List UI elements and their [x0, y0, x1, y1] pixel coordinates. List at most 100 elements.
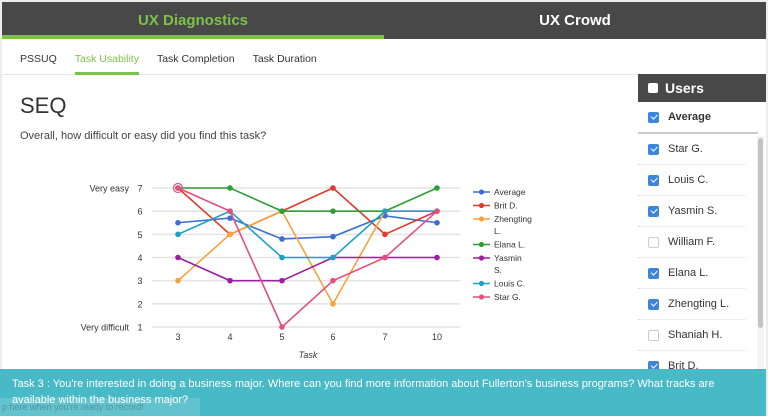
data-point[interactable]	[227, 208, 233, 214]
seq-line-chart: 1 Very difficult 2 3 4 5 6 7 Very easy 3 4 5 6 7 10 Tas…	[2, 172, 632, 377]
data-point[interactable]	[382, 208, 388, 214]
data-point[interactable]	[227, 215, 233, 221]
legend-label: L.	[494, 226, 501, 236]
x-tick-label: 3	[175, 332, 180, 342]
user-label: Elana L.	[668, 267, 709, 279]
data-point[interactable]	[434, 208, 440, 214]
y-tick-label: 5	[137, 230, 142, 240]
legend-label: Yasmin	[494, 253, 522, 263]
data-point[interactable]	[279, 277, 285, 284]
data-point[interactable]	[227, 277, 233, 284]
x-tick-label: 10	[432, 332, 442, 342]
users-header[interactable]: Users	[638, 74, 766, 102]
y-tick-label: 7	[137, 184, 142, 194]
data-point[interactable]	[330, 277, 336, 284]
data-point[interactable]	[330, 185, 336, 191]
data-point[interactable]	[434, 185, 440, 191]
data-point[interactable]	[279, 324, 285, 330]
users-header-label: Users	[665, 80, 704, 96]
legend-item[interactable]: Brit D.	[473, 201, 518, 211]
legend-label: Star G.	[494, 292, 521, 302]
task-banner: Task 3 : You're interested in doing a bu…	[0, 369, 766, 416]
user-item-william-f[interactable]: William F.	[638, 227, 746, 258]
series-line	[177, 187, 438, 236]
series-line	[178, 187, 438, 212]
user-label: Average	[668, 111, 712, 123]
data-point[interactable]	[175, 231, 181, 238]
data-point[interactable]	[434, 254, 440, 261]
data-point[interactable]	[330, 301, 336, 307]
legend-label: Zhengting	[494, 214, 532, 224]
subtab-pssuq[interactable]: PSSUQ	[20, 52, 57, 65]
user-checkbox[interactable]	[648, 267, 659, 279]
data-point[interactable]	[175, 219, 181, 226]
user-checkbox[interactable]	[648, 236, 659, 248]
tab-ux-crowd[interactable]: UX Crowd	[539, 12, 611, 29]
data-point[interactable]	[175, 185, 181, 191]
top-nav: UX Diagnostics UX Crowd	[2, 2, 766, 39]
subtab-task-usability[interactable]: Task Usability	[74, 39, 140, 75]
legend-label: S.	[494, 265, 502, 275]
user-label: Star G.	[668, 143, 703, 155]
user-checkbox[interactable]	[648, 174, 659, 186]
x-tick-label: 6	[330, 332, 335, 342]
user-item-yasmin-s[interactable]: Yasmin S.	[638, 196, 746, 227]
user-checkbox[interactable]	[648, 360, 659, 372]
user-checkbox[interactable]	[648, 329, 659, 341]
user-list-scroll-thumb[interactable]	[758, 138, 763, 328]
subtab-task-completion[interactable]: Task Completion	[156, 52, 235, 65]
user-label: Yasmin S.	[668, 205, 718, 217]
data-point[interactable]	[279, 208, 285, 214]
data-point[interactable]	[227, 185, 233, 191]
data-point[interactable]	[382, 254, 388, 261]
chart-canvas: 1 Very difficult 2 3 4 5 6 7 Very easy 3 4 5 6 7 10 Tas…	[81, 182, 532, 360]
user-item-louis-c[interactable]: Louis C.	[638, 165, 746, 196]
series-line	[177, 214, 438, 240]
legend-item[interactable]: Star G.	[473, 292, 521, 302]
tab-ux-diagnostics[interactable]: UX Diagnostics	[2, 2, 384, 39]
select-all-checkbox[interactable]	[648, 83, 658, 93]
y-tick-label: 1	[137, 323, 142, 333]
data-point[interactable]	[175, 254, 181, 261]
legend-label: Brit D.	[494, 201, 518, 211]
series-line	[177, 187, 438, 329]
sub-nav: PSSUQ Task Usability Task Completion Tas…	[2, 39, 766, 75]
data-point[interactable]	[279, 254, 285, 261]
y-tick-label: 6	[137, 207, 142, 217]
user-label: Shaniah H.	[668, 329, 723, 341]
data-point[interactable]	[279, 236, 285, 242]
x-tick-label: 5	[279, 332, 284, 342]
user-checkbox[interactable]	[648, 298, 659, 310]
y-tick-label: 4	[137, 253, 142, 263]
data-point[interactable]	[227, 231, 233, 238]
highlighted-point-ring	[172, 182, 184, 194]
legend-label: Average	[494, 187, 526, 197]
legend-item[interactable]: Zhengting L.	[473, 214, 532, 236]
legend-item[interactable]: Louis C.	[473, 279, 525, 289]
data-point[interactable]	[434, 219, 440, 226]
user-item-average[interactable]: Average	[638, 102, 758, 134]
data-point[interactable]	[175, 277, 181, 284]
user-checkbox[interactable]	[648, 205, 659, 217]
data-point[interactable]	[382, 231, 388, 238]
legend-item[interactable]: Elana L.	[473, 240, 525, 250]
data-point[interactable]	[330, 208, 336, 214]
user-item-zhengting-l[interactable]: Zhengting L.	[638, 289, 746, 320]
user-item-shaniah-h[interactable]: Shaniah H.	[638, 320, 746, 351]
legend-item[interactable]: Yasmin S.	[473, 253, 522, 275]
record-hint[interactable]: p here when you're ready to record!	[0, 398, 200, 416]
series-line	[177, 210, 437, 259]
subtab-task-duration[interactable]: Task Duration	[252, 52, 317, 65]
user-label: William F.	[668, 236, 716, 248]
legend-label: Elana L.	[494, 240, 525, 250]
data-point[interactable]	[330, 233, 336, 240]
user-item-elana-l[interactable]: Elana L.	[638, 258, 746, 289]
user-item-star-g[interactable]: Star G.	[638, 134, 746, 165]
data-point[interactable]	[330, 254, 336, 261]
user-checkbox[interactable]	[648, 111, 659, 123]
user-checkbox[interactable]	[648, 143, 659, 155]
x-tick-label: 7	[382, 332, 387, 342]
legend-item[interactable]: Average	[473, 187, 526, 197]
series-line	[177, 256, 437, 282]
